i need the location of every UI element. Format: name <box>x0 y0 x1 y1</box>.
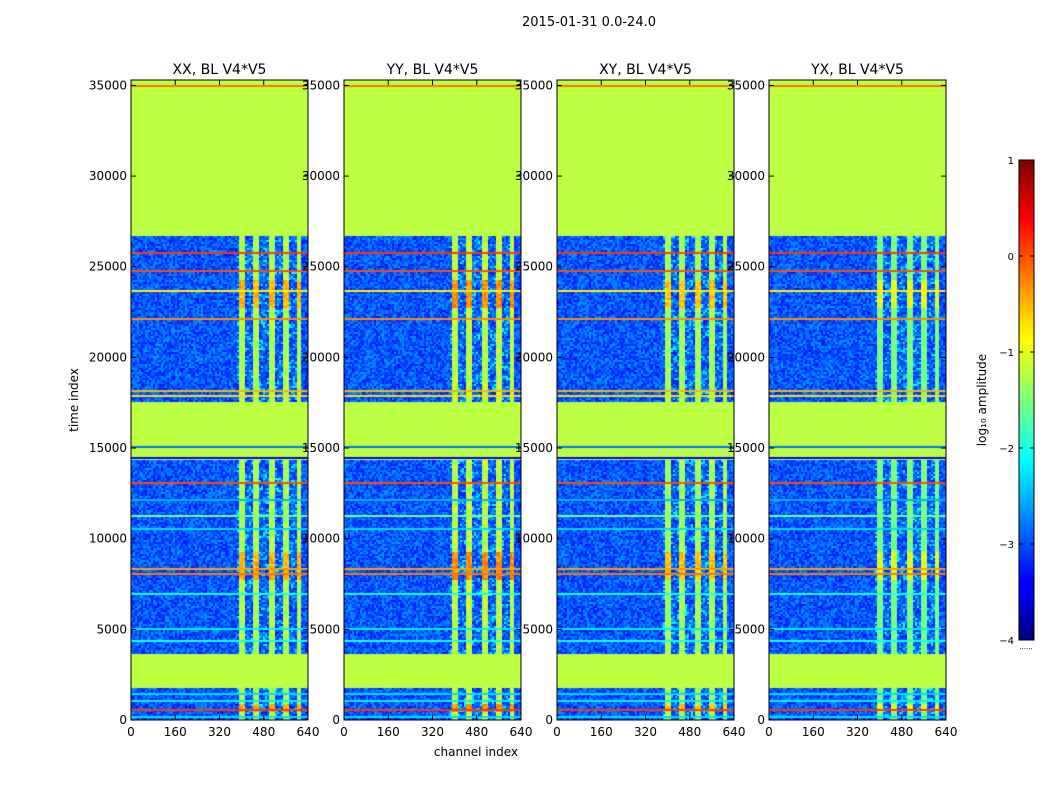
y-tick-label-2-2: 10000 <box>515 532 553 546</box>
x-tick-label-2-3: 480 <box>678 725 701 739</box>
colorbar-tick-label-4: −3 <box>999 540 1014 551</box>
panel-1: YY, BL V4*V5 0 160 320 480 640 0 5000 10000 15000… <box>302 62 533 739</box>
figure-suptitle: 2015-01-31 0.0-24.0 <box>522 15 656 30</box>
y-tick-label-1-1: 5000 <box>309 622 340 636</box>
y-tick-label-3-1: 5000 <box>734 622 765 636</box>
colorbar-tick-label-0: 1 <box>1008 156 1014 167</box>
y-tick-label-1-2: 10000 <box>302 532 340 546</box>
panel-title-2: XY, BL V4*V5 <box>599 62 692 78</box>
colorbar-tick-label-1: 0 <box>1008 252 1014 263</box>
heatmap-image-0 <box>131 80 308 720</box>
colorbar-tick-label-3: −2 <box>999 444 1014 455</box>
y-tick-label-2-6: 30000 <box>515 169 553 183</box>
x-tick-label-3-4: 640 <box>935 725 958 739</box>
y-tick-label-0-7: 35000 <box>89 78 127 92</box>
y-tick-label-0-6: 30000 <box>89 169 127 183</box>
y-tick-label-1-7: 35000 <box>302 78 340 92</box>
panel-3: YX, BL V4*V5 0 160 320 480 640 0 5000 10000 15000… <box>727 62 958 739</box>
x-tick-label-1-1: 160 <box>377 725 400 739</box>
colorbar-gradient <box>1018 159 1035 641</box>
x-tick-label-0-1: 160 <box>164 725 187 739</box>
x-tick-label-1-3: 480 <box>465 725 488 739</box>
x-tick-label-1-0: 0 <box>340 725 348 739</box>
panel-0: XX, BL V4*V5 0 160 320 480 640 0 5000 10000 15000… <box>89 62 320 739</box>
x-tick-label-3-0: 0 <box>765 725 773 739</box>
colorbar-ticks: 1 0 −1 −2 −3 −4 <box>999 156 1034 647</box>
x-tick-label-2-0: 0 <box>553 725 561 739</box>
y-tick-label-2-1: 5000 <box>522 622 553 636</box>
y-tick-label-3-7: 35000 <box>727 78 765 92</box>
colorbar-tick-label-2: −1 <box>999 348 1014 359</box>
panel-2: XY, BL V4*V5 0 160 320 480 640 0 5000 10000 15000… <box>515 62 746 739</box>
y-tick-label-2-0: 0 <box>545 713 553 727</box>
x-tick-label-1-2: 320 <box>421 725 444 739</box>
x-axis-label: channel index <box>434 745 518 759</box>
panels: XX, BL V4*V5 0 160 320 480 640 0 5000 10000 15000… <box>89 62 958 739</box>
y-tick-label-1-0: 0 <box>332 713 340 727</box>
y-tick-label-2-3: 15000 <box>515 441 553 455</box>
y-tick-label-0-4: 20000 <box>89 350 127 364</box>
y-tick-label-1-3: 15000 <box>302 441 340 455</box>
y-tick-label-0-1: 5000 <box>96 622 127 636</box>
colorbar-label: log₁₀ amplitude <box>975 354 989 446</box>
x-tick-label-0-0: 0 <box>127 725 135 739</box>
y-tick-label-1-5: 25000 <box>302 260 340 274</box>
y-tick-label-1-6: 30000 <box>302 169 340 183</box>
colorbar-tick-label-5: −4 <box>999 636 1014 647</box>
y-tick-label-3-2: 10000 <box>727 532 765 546</box>
x-tick-label-3-2: 320 <box>846 725 869 739</box>
x-tick-label-0-2: 320 <box>208 725 231 739</box>
x-tick-label-3-1: 160 <box>802 725 825 739</box>
colorbar: log₁₀ amplitude 1 0 −1 −2 −3 −4 ...... <box>975 156 1035 651</box>
x-tick-label-1-4: 640 <box>510 725 533 739</box>
x-tick-label-2-2: 320 <box>634 725 657 739</box>
x-tick-label-0-4: 640 <box>297 725 320 739</box>
y-tick-label-2-7: 35000 <box>515 78 553 92</box>
y-tick-label-3-5: 25000 <box>727 260 765 274</box>
y-tick-label-0-3: 15000 <box>89 441 127 455</box>
heatmap-image-3 <box>769 80 946 720</box>
y-tick-label-1-4: 20000 <box>302 350 340 364</box>
y-tick-label-0-2: 10000 <box>89 532 127 546</box>
y-tick-label-3-4: 20000 <box>727 350 765 364</box>
x-tick-label-0-3: 480 <box>252 725 275 739</box>
x-tick-label-3-3: 480 <box>890 725 913 739</box>
y-tick-label-2-5: 25000 <box>515 260 553 274</box>
y-tick-label-3-0: 0 <box>757 713 765 727</box>
heatmap-image-1 <box>344 80 521 720</box>
heatmap-image-2 <box>557 80 734 720</box>
panel-title-1: YY, BL V4*V5 <box>386 62 479 78</box>
y-axis-label: time index <box>67 368 81 432</box>
panel-title-0: XX, BL V4*V5 <box>173 62 267 78</box>
panel-title-3: YX, BL V4*V5 <box>810 62 904 78</box>
colorbar-dots: ...... <box>1019 643 1032 651</box>
y-tick-label-0-5: 25000 <box>89 260 127 274</box>
y-tick-label-2-4: 20000 <box>515 350 553 364</box>
y-tick-label-3-3: 15000 <box>727 441 765 455</box>
x-tick-label-2-4: 640 <box>723 725 746 739</box>
y-tick-label-3-6: 30000 <box>727 169 765 183</box>
y-tick-label-0-0: 0 <box>119 713 127 727</box>
x-tick-label-2-1: 160 <box>590 725 613 739</box>
